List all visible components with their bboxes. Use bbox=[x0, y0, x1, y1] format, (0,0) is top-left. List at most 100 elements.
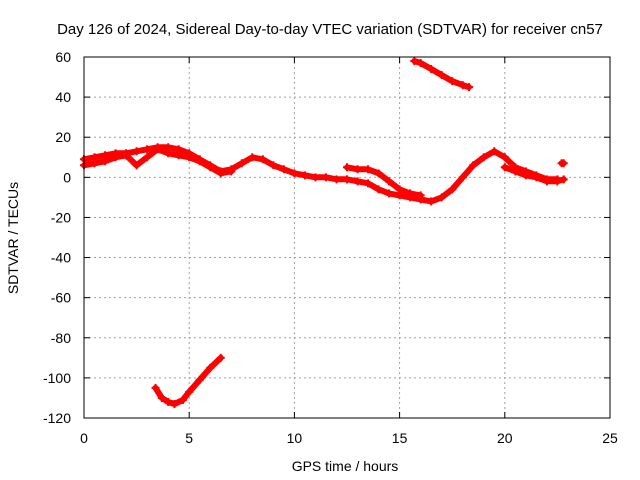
data-point bbox=[111, 153, 120, 162]
data-point bbox=[469, 161, 478, 170]
series-track-c bbox=[343, 163, 425, 200]
y-tick-label: -40 bbox=[51, 250, 71, 266]
y-tick-label: 40 bbox=[55, 89, 71, 105]
data-points bbox=[80, 57, 568, 408]
data-point bbox=[521, 171, 530, 180]
chart-title: Day 126 of 2024, Sidereal Day-to-day VTE… bbox=[57, 21, 603, 38]
data-point bbox=[465, 83, 474, 92]
grid-lines bbox=[84, 57, 610, 418]
data-point bbox=[353, 177, 362, 186]
data-point bbox=[248, 153, 257, 162]
data-point bbox=[216, 169, 225, 178]
data-point bbox=[542, 177, 551, 186]
data-point bbox=[279, 165, 288, 174]
data-point bbox=[185, 387, 194, 396]
data-point bbox=[164, 149, 173, 158]
data-point bbox=[153, 145, 162, 154]
data-point bbox=[374, 169, 383, 178]
data-point bbox=[101, 157, 110, 166]
data-point bbox=[364, 179, 373, 188]
data-point bbox=[300, 171, 309, 180]
data-point bbox=[343, 163, 351, 172]
series-upper-arc bbox=[410, 57, 474, 92]
data-point bbox=[258, 155, 267, 164]
data-point bbox=[269, 161, 278, 170]
data-point bbox=[157, 393, 166, 402]
data-point bbox=[227, 167, 236, 176]
data-point bbox=[385, 177, 394, 186]
data-point bbox=[216, 353, 225, 362]
data-point bbox=[532, 173, 541, 182]
data-point bbox=[290, 169, 299, 178]
data-point bbox=[559, 159, 568, 168]
data-point bbox=[164, 397, 173, 406]
data-point bbox=[437, 71, 446, 80]
data-point bbox=[500, 153, 509, 162]
data-point bbox=[170, 399, 179, 408]
data-point bbox=[237, 159, 246, 168]
data-point bbox=[178, 395, 187, 404]
axis-ticks bbox=[83, 56, 611, 419]
series-isolated-points bbox=[557, 159, 568, 168]
y-tick-label: -120 bbox=[43, 410, 71, 426]
x-tick-label: 25 bbox=[602, 430, 618, 446]
data-point bbox=[406, 189, 415, 198]
data-point bbox=[90, 159, 99, 168]
data-point bbox=[458, 81, 467, 90]
data-point bbox=[206, 163, 215, 172]
data-point bbox=[559, 175, 568, 184]
x-axis-label: GPS time / hours bbox=[292, 458, 399, 474]
data-point bbox=[132, 147, 141, 156]
data-point bbox=[185, 153, 194, 162]
data-point bbox=[143, 153, 152, 162]
plot-frame bbox=[83, 56, 611, 419]
data-point bbox=[458, 173, 467, 182]
data-point bbox=[490, 147, 499, 156]
data-point bbox=[427, 65, 436, 74]
y-tick-label: -20 bbox=[51, 209, 71, 225]
x-tick-label: 15 bbox=[392, 430, 408, 446]
x-tick-label: 5 bbox=[185, 430, 193, 446]
data-point bbox=[385, 189, 394, 198]
x-tick-label: 20 bbox=[497, 430, 513, 446]
data-point bbox=[416, 191, 425, 200]
data-point bbox=[364, 165, 373, 174]
y-tick-label: 0 bbox=[63, 169, 71, 185]
data-point bbox=[353, 165, 362, 174]
data-point bbox=[479, 153, 488, 162]
y-tick-label: -80 bbox=[51, 330, 71, 346]
data-point bbox=[332, 175, 341, 184]
x-tick-label: 10 bbox=[287, 430, 303, 446]
data-point bbox=[311, 173, 320, 182]
data-point bbox=[416, 59, 425, 68]
x-tick-label: 0 bbox=[80, 430, 88, 446]
axis-tick-labels: 0 5 10 15 20 25 60 40 20 0 -20 -40 -60 -80 -100 -120 bbox=[43, 49, 618, 446]
data-point bbox=[448, 185, 457, 194]
data-point bbox=[195, 157, 204, 166]
data-point bbox=[500, 163, 509, 172]
data-point bbox=[132, 161, 141, 170]
y-tick-label: -60 bbox=[51, 290, 71, 306]
series-track-d bbox=[500, 163, 568, 186]
data-point bbox=[151, 383, 160, 392]
data-point bbox=[321, 173, 330, 182]
data-point bbox=[448, 77, 457, 86]
data-point bbox=[174, 151, 183, 160]
data-point bbox=[410, 57, 419, 66]
data-point bbox=[143, 145, 152, 154]
series-lower-arc bbox=[151, 353, 225, 408]
data-point bbox=[427, 197, 436, 206]
data-point bbox=[553, 177, 562, 186]
series-main-track-b bbox=[80, 145, 236, 178]
data-point bbox=[511, 167, 520, 176]
data-point bbox=[206, 363, 215, 372]
data-point bbox=[122, 151, 131, 160]
data-point bbox=[374, 185, 383, 194]
data-point bbox=[437, 193, 446, 202]
data-point bbox=[343, 175, 351, 184]
series-line bbox=[81, 144, 561, 205]
data-point bbox=[395, 185, 404, 194]
y-axis-label: SDTVAR / TECUs bbox=[5, 182, 21, 294]
